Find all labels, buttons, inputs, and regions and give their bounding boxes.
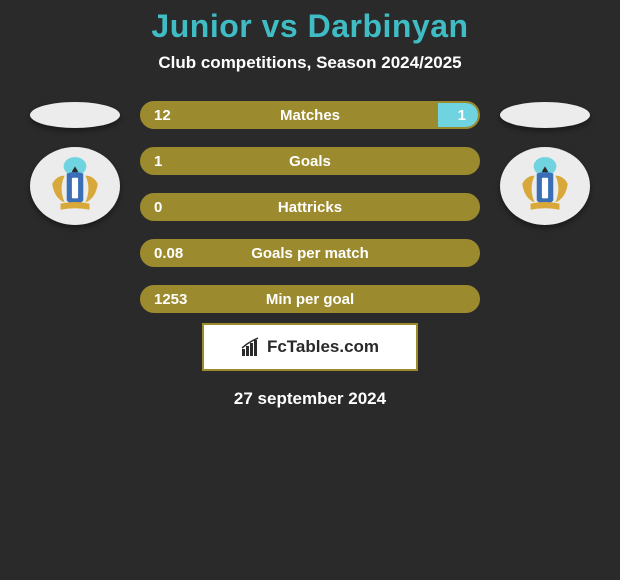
stat-bar-goals: 1 Goals — [140, 147, 480, 175]
stat-bar-mpg: 1253 Min per goal — [140, 285, 480, 313]
stat-label: Goals per match — [142, 245, 478, 262]
comparison-panel: Junior vs Darbinyan Club competitions, S… — [0, 0, 620, 409]
team-crest-left — [30, 147, 120, 225]
crest-icon — [514, 155, 576, 217]
team-crest-right — [500, 147, 590, 225]
stat-bar-matches: 12 Matches 1 — [140, 101, 480, 129]
barchart-icon — [241, 337, 261, 357]
page-title: Junior vs Darbinyan — [0, 8, 620, 45]
date-label: 27 september 2024 — [0, 389, 620, 409]
source-logo-text: FcTables.com — [267, 337, 379, 357]
source-logo-card[interactable]: FcTables.com — [202, 323, 418, 371]
stat-value-right: 1 — [458, 107, 466, 124]
subtitle: Club competitions, Season 2024/2025 — [0, 53, 620, 73]
stats-column: 1 Goals 0 Hattricks 0.08 Goals per match — [140, 147, 480, 313]
stat-label: Matches — [142, 107, 478, 124]
matches-row: 12 Matches 1 — [0, 101, 620, 129]
right-badge-col — [500, 147, 590, 225]
stat-label: Goals — [142, 153, 478, 170]
left-badge-col — [30, 147, 120, 225]
stat-label: Min per goal — [142, 291, 478, 308]
player-right-marker — [500, 102, 590, 128]
stat-bar-hattricks: 0 Hattricks — [140, 193, 480, 221]
stats-block: 1 Goals 0 Hattricks 0.08 Goals per match — [0, 147, 620, 313]
stat-label: Hattricks — [142, 199, 478, 216]
stat-bar-gpm: 0.08 Goals per match — [140, 239, 480, 267]
crest-icon — [44, 155, 106, 217]
player-left-marker — [30, 102, 120, 128]
